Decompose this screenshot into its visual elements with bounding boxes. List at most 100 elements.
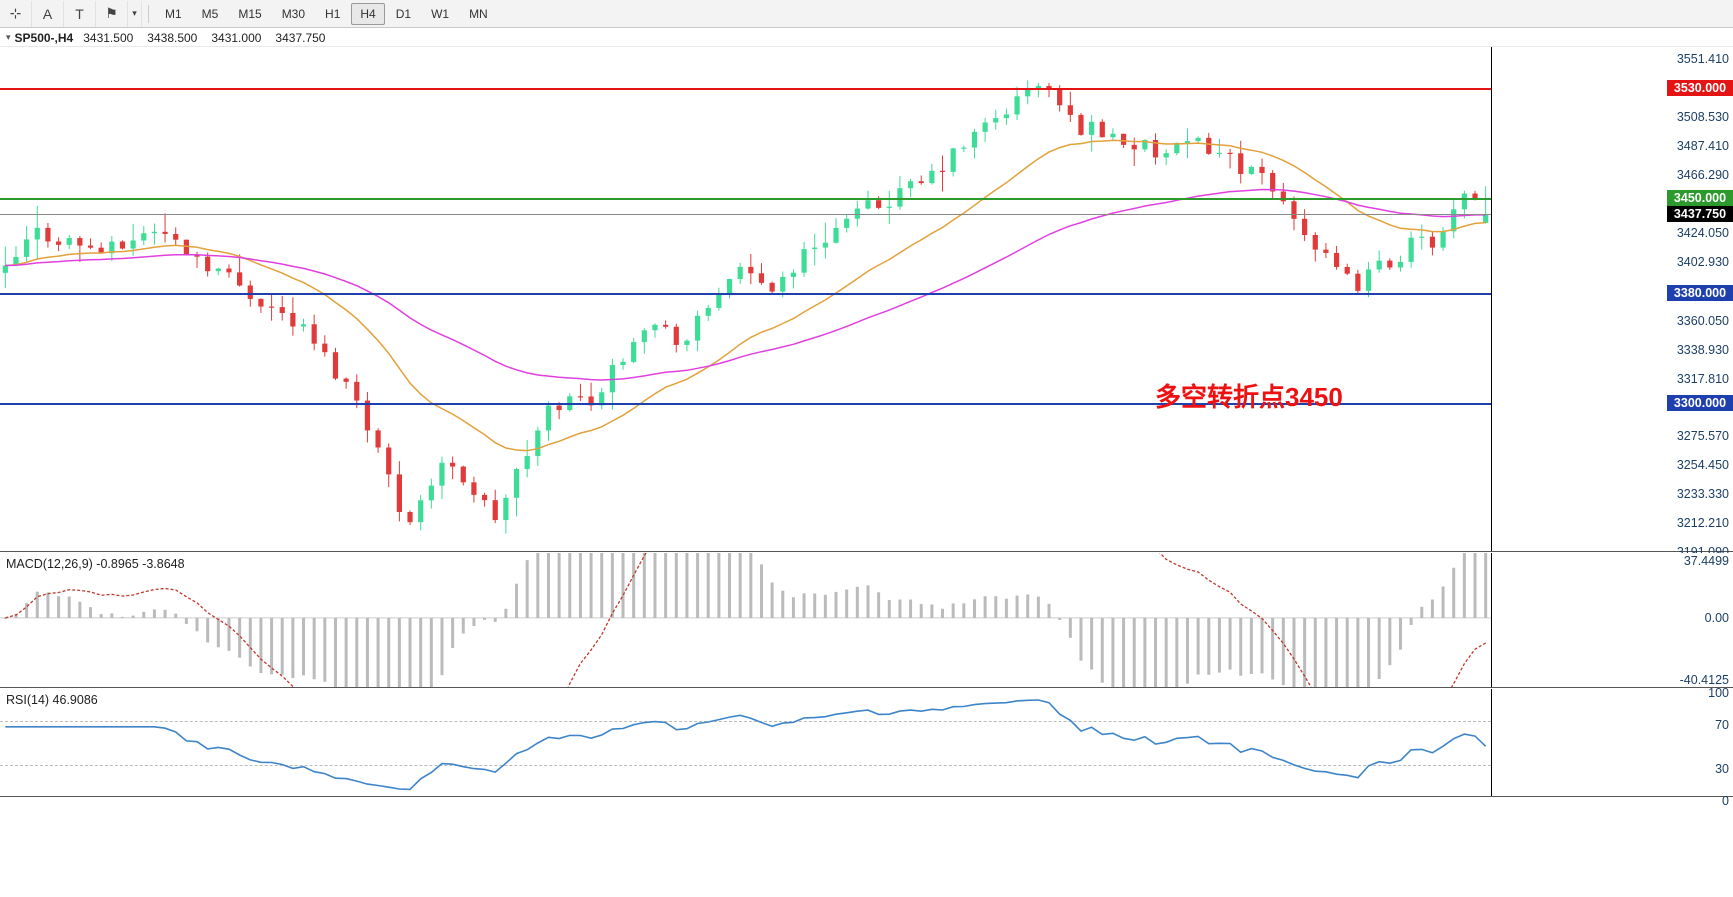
candle-body[interactable]	[706, 308, 711, 316]
candle-body[interactable]	[141, 233, 146, 240]
macd-histogram-bar[interactable]	[526, 560, 529, 618]
macd-histogram-bar[interactable]	[845, 589, 848, 617]
macd-histogram-bar[interactable]	[1154, 618, 1157, 687]
macd-histogram-bar[interactable]	[1207, 618, 1210, 675]
macd-histogram-bar[interactable]	[590, 553, 593, 618]
macd-histogram-bar[interactable]	[1335, 618, 1338, 687]
macd-histogram-bar[interactable]	[1367, 618, 1370, 687]
candle-body[interactable]	[940, 171, 945, 172]
macd-histogram-bar[interactable]	[536, 553, 539, 618]
candle-body[interactable]	[429, 486, 434, 501]
macd-histogram-bar[interactable]	[1026, 595, 1029, 618]
candle-body[interactable]	[770, 283, 775, 292]
macd-histogram-bar[interactable]	[323, 618, 326, 682]
macd-histogram-bar[interactable]	[611, 553, 614, 618]
candle-body[interactable]	[823, 243, 828, 248]
candle-body[interactable]	[1377, 261, 1382, 270]
price-plot-area[interactable]: 多空转折点3450	[0, 47, 1491, 551]
candle-body[interactable]	[961, 148, 966, 149]
macd-histogram-bar[interactable]	[579, 553, 582, 618]
macd-histogram-bar[interactable]	[803, 593, 806, 618]
candle-body[interactable]	[418, 500, 423, 522]
candle-body[interactable]	[1409, 238, 1414, 262]
candle-body[interactable]	[109, 242, 114, 254]
macd-histogram-bar[interactable]	[547, 553, 550, 618]
candle-body[interactable]	[620, 362, 625, 365]
letter-t-icon[interactable]: T	[64, 1, 96, 27]
candle-body[interactable]	[546, 406, 551, 431]
candle-body[interactable]	[844, 219, 849, 228]
macd-histogram-bar[interactable]	[952, 603, 955, 617]
timeframe-button-mn[interactable]: MN	[460, 3, 497, 25]
macd-histogram-bar[interactable]	[185, 618, 188, 624]
macd-histogram-bar[interactable]	[973, 599, 976, 618]
candle-body[interactable]	[1355, 274, 1360, 291]
macd-histogram-bar[interactable]	[760, 564, 763, 617]
candle-body[interactable]	[748, 267, 753, 273]
rsi-line[interactable]	[5, 700, 1485, 789]
macd-histogram-bar[interactable]	[398, 618, 401, 687]
macd-histogram-bar[interactable]	[1410, 618, 1413, 625]
candle-body[interactable]	[791, 273, 796, 277]
macd-histogram-bar[interactable]	[600, 553, 603, 618]
collapse-caret-icon[interactable]: ▾	[6, 32, 11, 43]
dropdown-chevron-icon[interactable]: ▾	[128, 1, 142, 27]
candle-body[interactable]	[993, 118, 998, 122]
candle-body[interactable]	[929, 171, 934, 183]
candle-body[interactable]	[290, 313, 295, 327]
macd-histogram-bar[interactable]	[1143, 618, 1146, 687]
candle-body[interactable]	[1110, 134, 1115, 137]
candle-body[interactable]	[865, 200, 870, 208]
macd-histogram-bar[interactable]	[1378, 618, 1381, 679]
candle-body[interactable]	[684, 341, 689, 345]
macd-histogram-bar[interactable]	[739, 553, 742, 618]
candle-body[interactable]	[695, 316, 700, 341]
timeframe-button-d1[interactable]: D1	[387, 3, 420, 25]
macd-histogram-bar[interactable]	[1186, 618, 1189, 684]
macd-histogram-bar[interactable]	[1442, 586, 1445, 617]
candle-body[interactable]	[1142, 140, 1147, 149]
macd-histogram-bar[interactable]	[696, 553, 699, 618]
candle-body[interactable]	[365, 401, 370, 431]
candle-body[interactable]	[397, 474, 402, 512]
candle-body[interactable]	[45, 228, 50, 242]
candle-body[interactable]	[642, 330, 647, 342]
macd-histogram-bar[interactable]	[920, 604, 923, 618]
macd-histogram-bar[interactable]	[792, 597, 795, 618]
candle-body[interactable]	[344, 379, 349, 382]
macd-histogram-bar[interactable]	[930, 605, 933, 618]
macd-histogram-bar[interactable]	[1239, 618, 1242, 676]
macd-histogram-bar[interactable]	[962, 603, 965, 618]
timeframe-button-m30[interactable]: M30	[273, 3, 314, 25]
macd-histogram-bar[interactable]	[1452, 568, 1455, 618]
macd-histogram-bar[interactable]	[249, 618, 252, 667]
candle-body[interactable]	[35, 228, 40, 240]
macd-histogram-bar[interactable]	[281, 618, 284, 675]
hline-3380[interactable]	[0, 293, 1491, 295]
candle-body[interactable]	[674, 327, 679, 345]
hline-3437.75[interactable]	[0, 214, 1491, 215]
macd-histogram-bar[interactable]	[835, 592, 838, 618]
macd-histogram-bar[interactable]	[888, 600, 891, 618]
candle-body[interactable]	[1398, 262, 1403, 268]
text-tool-icon[interactable]: A	[32, 1, 64, 27]
macd-histogram-bar[interactable]	[856, 587, 859, 618]
candle-body[interactable]	[152, 232, 157, 233]
candle-body[interactable]	[578, 396, 583, 397]
macd-histogram-bar[interactable]	[1069, 618, 1072, 638]
macd-histogram-bar[interactable]	[153, 609, 156, 618]
macd-histogram-bar[interactable]	[1292, 618, 1295, 687]
candle-body[interactable]	[375, 430, 380, 447]
candle-body[interactable]	[407, 512, 412, 522]
candle-body[interactable]	[1323, 250, 1328, 253]
candle-body[interactable]	[833, 228, 838, 243]
timeframe-button-m15[interactable]: M15	[229, 3, 270, 25]
macd-histogram-bar[interactable]	[1058, 618, 1061, 620]
candle-body[interactable]	[1196, 138, 1201, 141]
candle-body[interactable]	[439, 463, 444, 486]
candle-body[interactable]	[1249, 167, 1254, 174]
macd-histogram-bar[interactable]	[1079, 618, 1082, 661]
candle-body[interactable]	[727, 279, 732, 294]
candle-body[interactable]	[908, 181, 913, 188]
crosshair-icon[interactable]: ⊹	[0, 1, 32, 27]
